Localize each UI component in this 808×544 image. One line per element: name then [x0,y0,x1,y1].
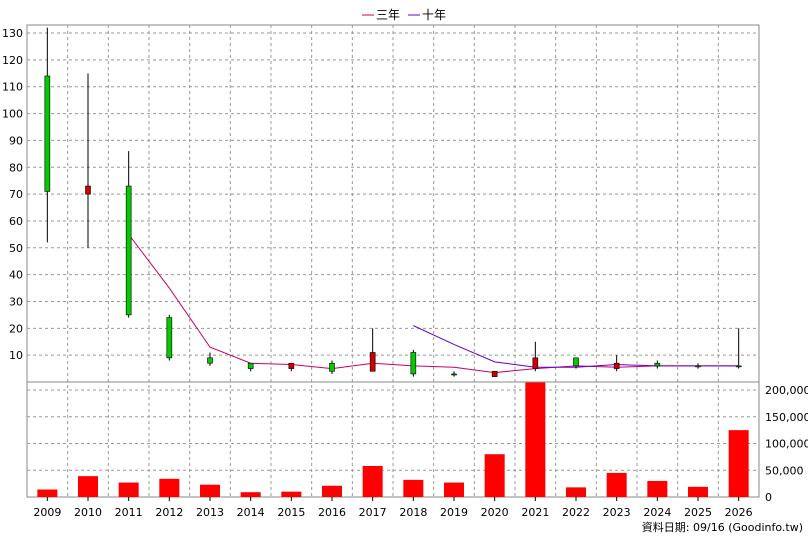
x-tick-label: 2018 [399,506,427,519]
candle-body [410,352,417,375]
volume-bars [37,382,749,497]
volume-bar [647,480,668,497]
x-axis: 2009 2010 2011 2012 2013 2014 2015 2016 2017 2018… [33,497,753,519]
volume-tick-label: 50,000 [765,464,804,477]
volume-bar [688,486,708,497]
volume-bar [362,465,383,497]
candles [44,27,742,377]
candle-body [735,365,742,368]
candle-body [451,373,457,376]
volume-tick-label: 150,000 [765,411,808,424]
price-tick-label: 100 [2,108,23,121]
candle-body [288,362,295,369]
volume-bar [728,430,749,497]
price-grid [26,24,760,498]
volume-tick-label: 200,000 [765,384,808,397]
price-tick-label: 20 [9,322,23,335]
x-tick-label: 2020 [481,506,509,519]
candle-body [369,352,376,372]
volume-tick-label: 0 [765,491,772,504]
candle-body [491,370,498,377]
x-tick-label: 2015 [277,506,305,519]
candle-body [247,362,254,369]
x-tick-label: 2012 [155,506,183,519]
price-tick-label: 30 [9,295,23,308]
x-tick-label: 2026 [725,506,753,519]
x-tick-label: 2016 [318,506,346,519]
volume-bar [118,482,139,497]
x-tick-label: 2025 [684,506,712,519]
candle-body [125,185,132,316]
volume-bar [566,487,586,497]
x-tick-label: 2017 [359,506,387,519]
price-tick-label: 60 [9,215,23,228]
x-tick-label: 2021 [521,506,549,519]
volume-bar [78,476,98,497]
candle-body [44,75,51,192]
x-tick-label: 2014 [237,506,265,519]
x-tick-label: 2013 [196,506,224,519]
volume-bar [240,492,261,497]
volume-bar [484,454,505,497]
price-tick-label: 40 [9,269,23,282]
volume-bar [200,484,220,497]
price-tick-label: 130 [2,27,23,40]
source-label: 資料日期: 09/16 (Goodinfo.tw) [642,520,803,534]
x-tick-label: 2010 [74,506,102,519]
volume-bar [444,482,464,497]
candle-body [329,362,335,372]
volume-bar [37,489,58,497]
volume-bar [322,485,342,497]
legend-label-0: 三年 [376,8,400,22]
series-line-0 [128,234,739,374]
volume-bar [525,382,546,497]
candle-body [573,357,579,367]
candle-body [166,317,173,359]
x-tick-label: 2024 [643,506,671,519]
x-tick-label: 2019 [440,506,468,519]
candle-body [207,357,213,364]
candle-body [85,185,91,195]
price-tick-label: 80 [9,161,23,174]
candle-body [654,362,661,367]
volume-axis: 0 50,000 100,000 150,000 200,000 [765,384,808,504]
price-tick-label: 90 [9,134,23,147]
volume-tick-label: 100,000 [765,438,808,451]
price-tick-label: 50 [9,242,23,255]
x-tick-label: 2009 [33,506,61,519]
volume-bar [403,479,424,497]
price-tick-label: 10 [9,349,23,362]
x-tick-label: 2022 [562,506,590,519]
legend: 三年 十年 [362,8,446,22]
price-tick-label: 110 [2,81,23,94]
candle-body [532,357,539,369]
candle-body [695,365,701,368]
volume-bar [606,472,627,497]
volume-bar [159,478,180,497]
price-tick-label: 120 [2,54,23,67]
volume-bar [281,491,302,497]
price-tick-label: 70 [9,188,23,201]
x-tick-label: 2011 [115,506,143,519]
x-tick-label: 2023 [603,506,631,519]
volume-grid [27,389,759,471]
legend-label-1: 十年 [422,8,446,22]
candle-body [613,362,620,369]
price-axis: 10 20 30 40 50 60 70 80 90 100 110 120 130 [2,27,23,362]
